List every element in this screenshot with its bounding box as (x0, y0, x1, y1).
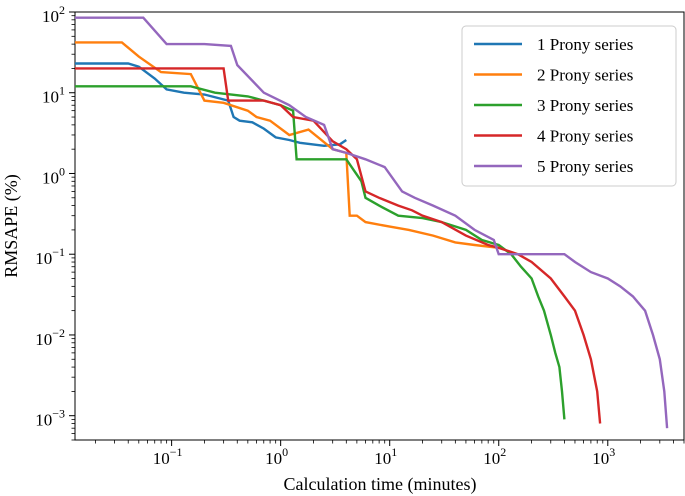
series-line-4 (75, 67, 602, 424)
y-tick-label: 10−3 (35, 407, 65, 430)
x-axis: 10−1 100 101 102 103 (95, 440, 685, 468)
legend-label-4: 4 Prony series (537, 127, 633, 146)
legend-label-1: 1 Prony series (537, 35, 633, 54)
legend: 1 Prony series 2 Prony series 3 Prony seri… (461, 25, 677, 187)
x-tick-label: 101 (374, 445, 397, 468)
series-line-1 (75, 62, 347, 148)
x-tick-label: 103 (592, 445, 615, 468)
x-tick-label: 10−1 (153, 445, 183, 468)
legend-box (461, 25, 677, 187)
x-tick-label: 100 (265, 445, 288, 468)
series-line-2 (75, 41, 499, 249)
y-axis-label: RMSAPE (%) (1, 174, 22, 278)
y-tick-label: 10−1 (35, 245, 65, 268)
series-layer (75, 16, 669, 429)
x-axis-label: Calculation time (minutes) (284, 474, 477, 495)
series-line-5 (75, 16, 669, 429)
y-tick-label: 100 (42, 164, 65, 187)
legend-label-3: 3 Prony series (537, 96, 633, 115)
x-tick-label: 102 (483, 445, 506, 468)
y-tick-label: 102 (42, 3, 65, 26)
legend-label-2: 2 Prony series (537, 66, 633, 85)
legend-label-5: 5 Prony series (537, 157, 633, 176)
y-tick-label: 10−2 (35, 326, 65, 349)
y-tick-label: 101 (42, 84, 65, 107)
y-axis: 10−3 10−2 10−1 100 101 102 (35, 3, 75, 441)
